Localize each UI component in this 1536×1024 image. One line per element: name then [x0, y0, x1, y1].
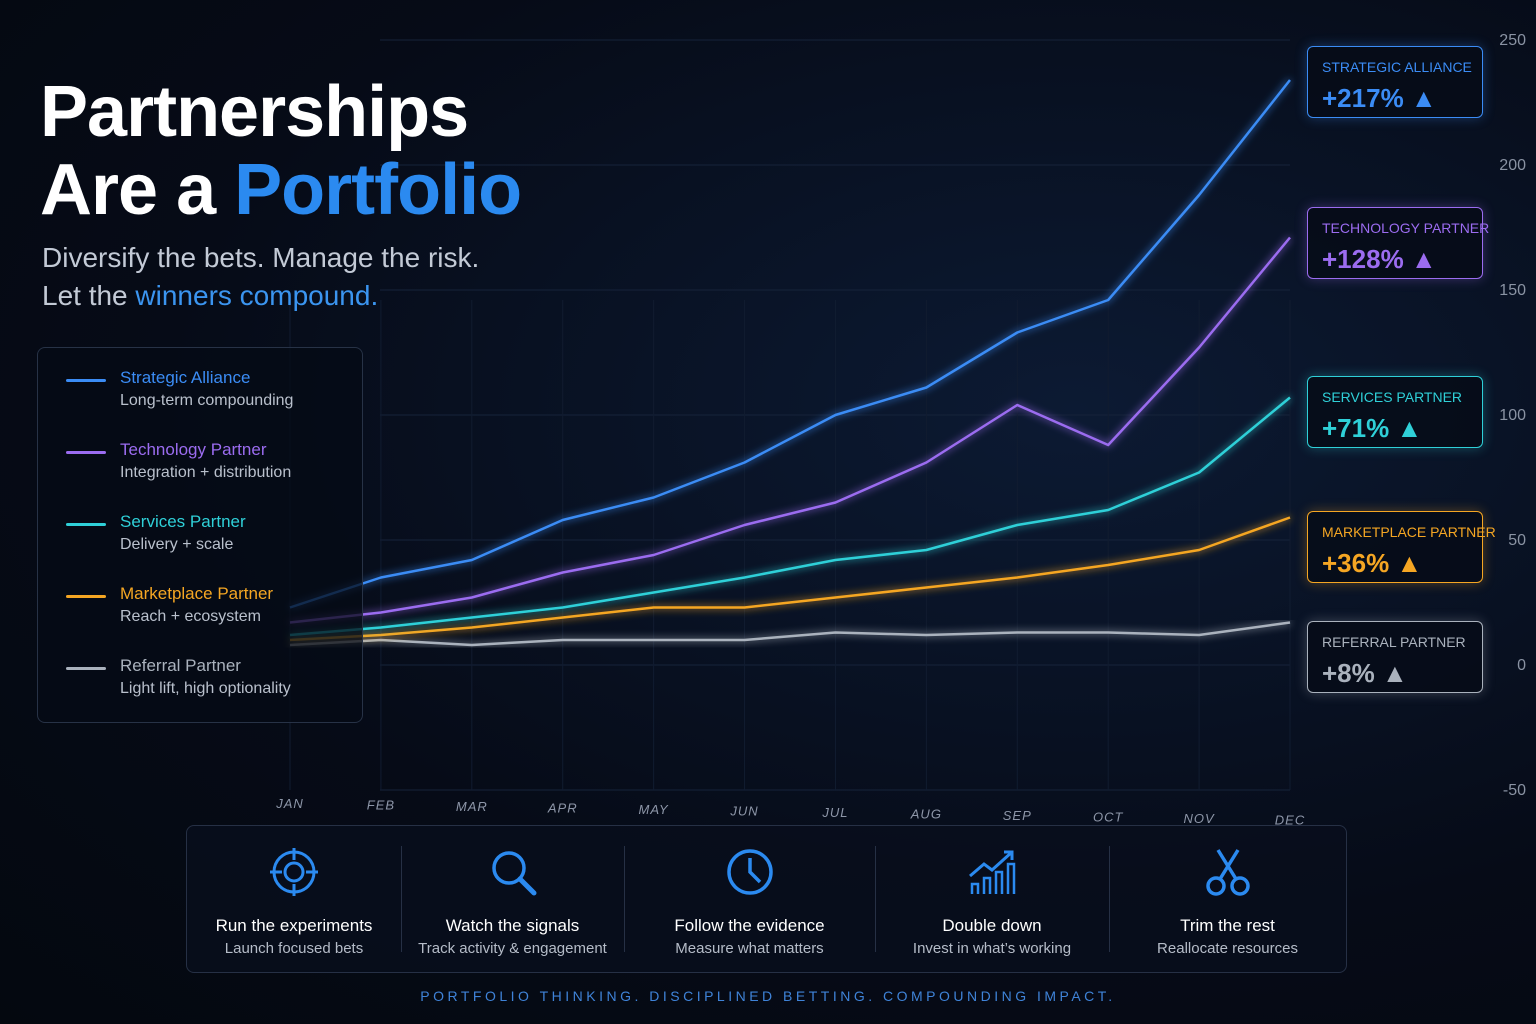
legend-name: Marketplace Partner: [120, 584, 274, 603]
legend-name: Strategic Alliance: [120, 368, 251, 387]
feature-icon: [969, 850, 1016, 894]
feature-subtitle: Invest in what’s working: [912, 940, 1072, 957]
callout-label: STRATEGIC ALLIANCE: [1322, 59, 1472, 75]
tagline: PORTFOLIO THINKING. DISCIPLINED BETTING.…: [420, 988, 1116, 1004]
callout-value: +36% ▲: [1322, 548, 1423, 578]
callout-value: +217% ▲: [1322, 83, 1437, 113]
x-tick-label: MAR: [456, 799, 488, 814]
legend-swatch: [66, 523, 106, 526]
feature: Watch the signals Track activity & engage…: [401, 826, 624, 972]
x-tick-label: JUL: [821, 805, 848, 820]
callout-label: MARKETPLACE PARTNER: [1322, 524, 1496, 540]
divider: [624, 846, 625, 952]
y-tick-label: 100: [1499, 407, 1526, 424]
legend-description: Reach + ecosystem: [120, 608, 261, 625]
feature-title: Run the experiments: [215, 916, 373, 935]
x-tick-label: JUN: [729, 804, 758, 819]
legend-description: Delivery + scale: [120, 536, 234, 553]
legend-swatch: [66, 379, 106, 382]
y-tick-label: -50: [1503, 782, 1526, 799]
x-tick-label: APR: [547, 801, 578, 816]
feature-title: Double down: [942, 916, 1042, 935]
y-tick-label: 150: [1499, 282, 1526, 299]
series-line: [289, 79, 1291, 609]
legend-name: Services Partner: [120, 512, 246, 531]
feature-title: Watch the signals: [445, 916, 580, 935]
callout: TECHNOLOGY PARTNER +128% ▲: [1307, 207, 1489, 279]
legend-description: Long-term compounding: [120, 392, 294, 409]
callout: MARKETPLACE PARTNER +36% ▲: [1307, 511, 1496, 583]
divider: [875, 846, 876, 952]
x-tick-label: NOV: [1184, 811, 1216, 826]
x-tick-label: AUG: [910, 807, 942, 822]
feature-subtitle: Measure what matters: [675, 940, 824, 957]
callout-value: +128% ▲: [1322, 244, 1437, 274]
feature-title: Trim the rest: [1180, 916, 1275, 935]
callout: REFERRAL PARTNER +8% ▲: [1307, 621, 1483, 693]
feature-subtitle: Launch focused bets: [224, 940, 364, 957]
subtitle-highlight: winners compound.: [135, 280, 379, 311]
legend-swatch: [66, 451, 106, 454]
subtitle-lead: Let the: [42, 280, 128, 311]
title-line: Are a Portfolio: [40, 154, 522, 226]
legend-swatch: [66, 667, 106, 670]
y-tick-label: 50: [1508, 532, 1526, 549]
feature: Follow the evidence Measure what matters: [624, 826, 875, 972]
y-tick-label: 250: [1499, 32, 1526, 49]
legend-description: Integration + distribution: [120, 464, 292, 481]
feature-icon: [491, 851, 536, 896]
x-tick-label: OCT: [1093, 810, 1124, 825]
callout-label: SERVICES PARTNER: [1322, 389, 1463, 405]
feature-title: Follow the evidence: [674, 916, 825, 935]
feature-icon: [1205, 849, 1250, 896]
feature: Double down Invest in what’s working: [875, 826, 1109, 972]
x-tick-label: SEP: [1003, 808, 1032, 823]
legend-description: Light lift, high optionality: [120, 680, 291, 697]
callout: STRATEGIC ALLIANCE +217% ▲: [1307, 46, 1483, 118]
title-highlight: Portfolio: [234, 150, 522, 230]
feature-subtitle: Track activity & engagement: [418, 940, 607, 957]
x-tick-label: DEC: [1275, 813, 1305, 828]
callout-value: +71% ▲: [1322, 413, 1423, 443]
series-line: [289, 396, 1291, 637]
series-line: [289, 516, 1291, 642]
feature: Run the experiments Launch focused bets: [187, 826, 401, 972]
feature-subtitle: Reallocate resources: [1157, 940, 1298, 957]
x-tick-label: JAN: [275, 796, 304, 811]
y-tick-label: 0: [1517, 657, 1526, 674]
divider: [1109, 846, 1110, 952]
y-tick-label: 200: [1499, 157, 1526, 174]
subtitle: Diversify the bets. Manage the risk.: [42, 242, 480, 273]
callout: SERVICES PARTNER +71% ▲: [1307, 376, 1483, 448]
series-line: [289, 621, 1291, 647]
callout-label: REFERRAL PARTNER: [1322, 634, 1466, 650]
feature-icon: [270, 848, 318, 896]
title-lead: Are a: [40, 150, 216, 230]
title-line: Partnerships: [40, 72, 469, 152]
callout-label: TECHNOLOGY PARTNER: [1322, 220, 1490, 236]
feature-panel: Run the experiments Launch focused bets Wa…: [186, 825, 1347, 973]
divider: [401, 846, 402, 952]
series-line: [289, 236, 1291, 624]
legend: Strategic Alliance Long-term compounding T…: [37, 347, 363, 723]
subtitle: Let the winners compound.: [42, 280, 378, 312]
feature-icon: [726, 849, 773, 895]
legend-name: Referral Partner: [120, 656, 241, 675]
callout-value: +8% ▲: [1322, 658, 1408, 688]
x-tick-label: MAY: [639, 802, 670, 817]
feature: Trim the rest Reallocate resources: [1109, 826, 1346, 972]
legend-name: Technology Partner: [120, 440, 267, 459]
x-tick-label: FEB: [367, 798, 395, 813]
legend-swatch: [66, 595, 106, 598]
